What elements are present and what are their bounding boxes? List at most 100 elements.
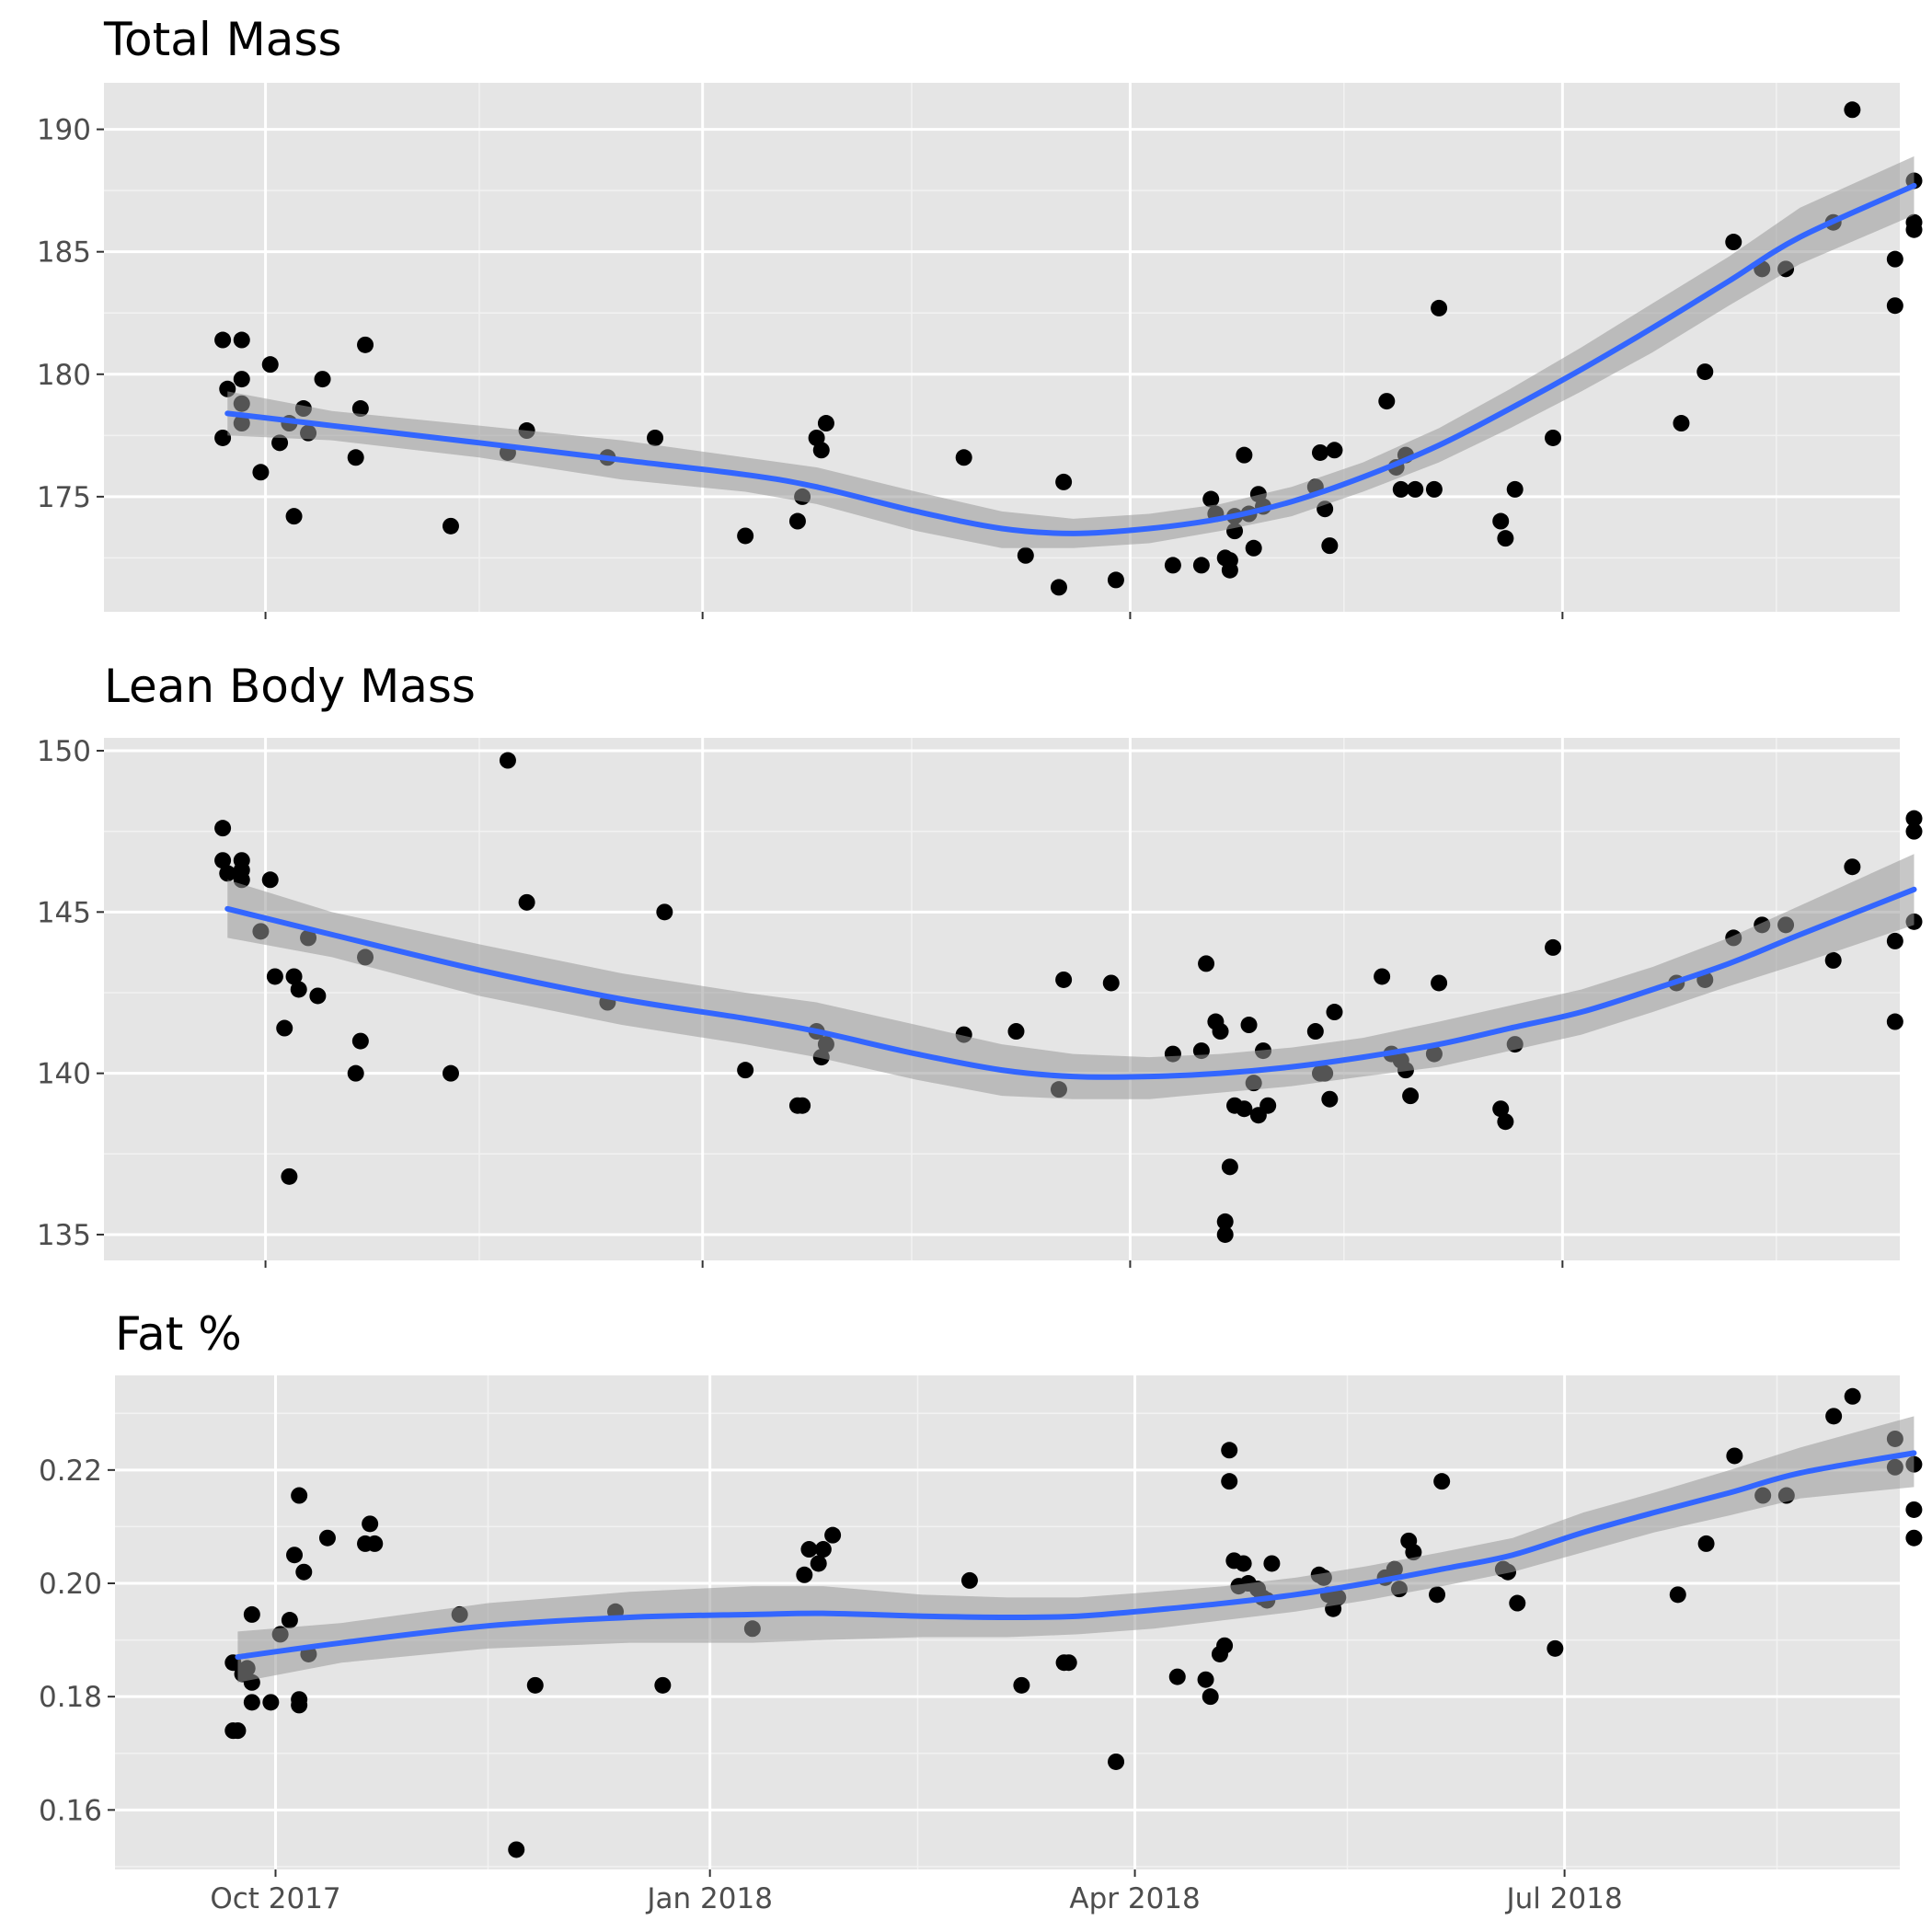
data-point <box>285 508 303 525</box>
data-point <box>243 1694 260 1711</box>
data-point <box>1236 446 1253 464</box>
data-point <box>1326 1004 1343 1021</box>
fat-title: Fat % <box>115 1307 242 1361</box>
data-point <box>281 1167 298 1185</box>
data-point <box>1102 974 1120 992</box>
data-point <box>1374 968 1391 985</box>
data-point <box>1321 1090 1339 1108</box>
data-point <box>233 861 250 879</box>
data-point <box>1905 1529 1923 1547</box>
data-point <box>1245 539 1262 557</box>
data-point <box>955 449 972 466</box>
data-point <box>1725 234 1742 251</box>
data-point <box>1431 974 1448 992</box>
data-point <box>281 1612 298 1629</box>
data-point <box>1263 1555 1281 1572</box>
data-point <box>1107 571 1124 589</box>
total-mass-panel: 175 180 185 190 Total Mass <box>37 13 1923 619</box>
data-point <box>314 371 331 388</box>
data-point <box>261 356 279 374</box>
data-point <box>1506 480 1524 498</box>
data-point <box>1429 1586 1446 1604</box>
data-point <box>796 1566 813 1583</box>
total-mass-title: Total Mass <box>103 13 342 66</box>
lean-body-mass-smooth-line <box>224 886 1917 1080</box>
data-point <box>737 1062 754 1079</box>
data-point <box>233 371 250 388</box>
total-mass-confidence-band <box>227 155 1915 548</box>
data-point <box>1492 512 1510 530</box>
data-point <box>1905 822 1923 840</box>
data-point <box>1212 1023 1229 1041</box>
data-point <box>1407 480 1424 498</box>
data-point <box>1824 951 1842 969</box>
data-point <box>1017 546 1034 564</box>
data-point <box>1108 1753 1125 1770</box>
data-point <box>243 1605 260 1623</box>
data-point <box>508 1841 525 1858</box>
data-point <box>262 1694 280 1711</box>
data-point <box>233 331 250 349</box>
data-point <box>1164 557 1181 574</box>
data-point <box>1545 429 1562 446</box>
data-point <box>1825 1408 1843 1425</box>
data-point <box>647 429 664 446</box>
data-point <box>1197 1671 1214 1688</box>
data-point <box>1886 250 1903 268</box>
data-point <box>1669 1586 1686 1604</box>
total-mass-y-tick-label: 175 <box>37 481 91 514</box>
data-point <box>1055 971 1073 988</box>
data-point <box>817 415 834 432</box>
data-point <box>214 429 232 446</box>
data-point <box>362 1515 379 1533</box>
data-point <box>1198 955 1215 972</box>
data-point <box>656 903 673 921</box>
data-point <box>229 1722 247 1740</box>
data-point <box>276 1019 293 1037</box>
data-point <box>1050 579 1067 596</box>
data-point <box>1060 1654 1077 1672</box>
data-point <box>351 400 369 418</box>
data-point <box>810 1555 827 1572</box>
data-point <box>1306 1023 1324 1041</box>
x-tick-label: Jan 2018 <box>645 1882 773 1915</box>
data-point <box>309 987 327 1005</box>
data-point <box>219 865 236 882</box>
data-point <box>1886 1013 1903 1030</box>
data-point <box>286 1547 304 1564</box>
data-point <box>1221 1158 1238 1176</box>
lean-body-mass-y-tick-label: 145 <box>37 896 91 929</box>
data-point <box>1509 1594 1526 1612</box>
data-point <box>285 968 303 985</box>
data-point <box>1905 810 1923 827</box>
lean-body-mass-y-tick-label: 150 <box>37 735 91 768</box>
data-point <box>1321 537 1339 555</box>
lean-body-mass-y-tick-label: 135 <box>37 1219 91 1252</box>
data-point <box>960 1571 978 1589</box>
data-point <box>1886 932 1903 949</box>
data-point <box>295 1563 313 1581</box>
data-point <box>1844 101 1861 119</box>
data-point <box>1013 1676 1030 1694</box>
data-point <box>654 1676 672 1694</box>
data-point <box>1726 1447 1743 1465</box>
data-point <box>1697 1535 1715 1552</box>
data-point <box>214 820 232 837</box>
data-point <box>252 464 270 481</box>
total-mass-smooth-line <box>224 182 1917 536</box>
data-point <box>1168 1668 1186 1685</box>
data-point <box>1202 490 1220 508</box>
data-point <box>214 852 232 869</box>
data-point <box>814 1541 832 1558</box>
data-point <box>366 1535 384 1552</box>
data-point <box>1221 1442 1238 1459</box>
data-point <box>1236 1100 1253 1118</box>
data-point <box>1402 1087 1420 1105</box>
lean-body-mass-title: Lean Body Mass <box>104 660 476 713</box>
data-point <box>1216 1225 1234 1243</box>
data-point <box>442 517 459 535</box>
data-point <box>794 1097 811 1114</box>
data-point <box>442 1064 459 1082</box>
data-point <box>824 1526 842 1544</box>
